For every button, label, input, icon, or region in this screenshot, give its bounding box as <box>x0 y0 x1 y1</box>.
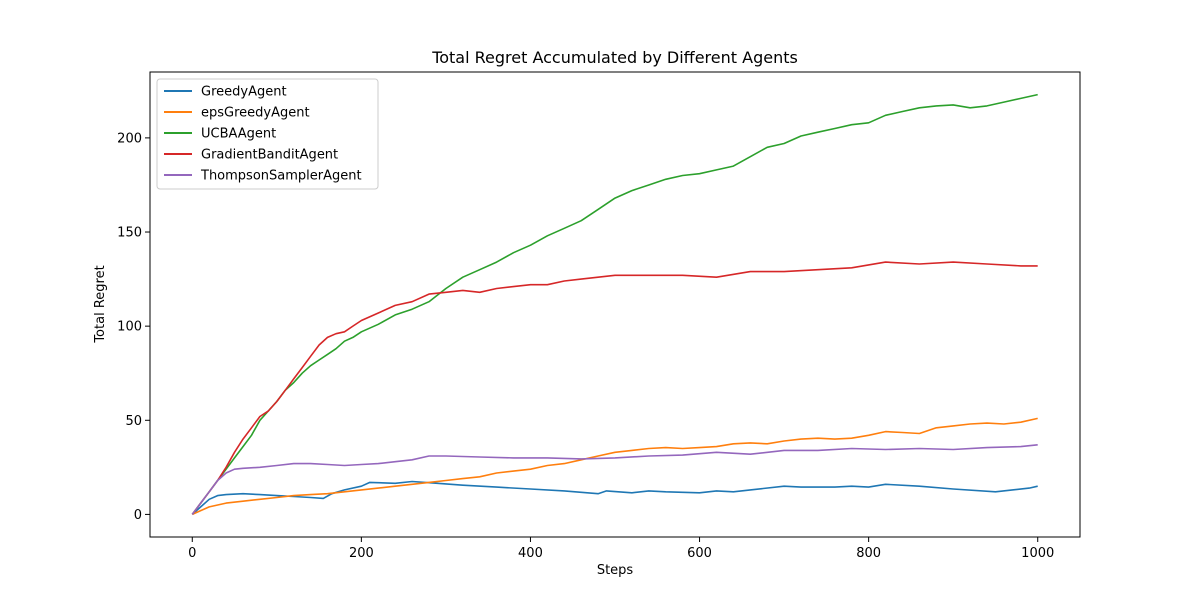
y-axis-label: Total Regret <box>93 265 108 343</box>
plot-area <box>191 93 1038 516</box>
x-tick-label: 1000 <box>1021 546 1054 561</box>
y-axis-ticks: 0 50 100 150 200 <box>117 131 150 523</box>
legend-label: GradientBanditAgent <box>201 148 338 163</box>
y-tick-label: 200 <box>117 131 142 146</box>
chart-title: Total Regret Accumulated by Different Ag… <box>431 48 798 67</box>
legend-label: ThompsonSamplerAgent <box>200 169 362 184</box>
x-tick-label: 800 <box>856 546 881 561</box>
series-line-3 <box>191 261 1038 515</box>
y-tick-label: 0 <box>134 508 142 523</box>
y-tick-label: 150 <box>117 226 142 241</box>
x-tick-label: 200 <box>349 546 374 561</box>
legend: GreedyAgent epsGreedyAgent UCBAAgent Gradie… <box>156 78 379 190</box>
axes-frame <box>149 71 1081 538</box>
legend-label: GreedyAgent <box>201 85 287 100</box>
x-axis-label: Steps <box>597 563 634 578</box>
x-tick-label: 400 <box>518 546 543 561</box>
x-tick-label: 0 <box>188 546 196 561</box>
y-tick-label: 50 <box>125 414 142 429</box>
x-tick-label: 600 <box>687 546 712 561</box>
y-tick-label: 100 <box>117 320 142 335</box>
series-line-0 <box>191 480 1038 515</box>
legend-box <box>156 78 379 190</box>
legend-label: UCBAAgent <box>201 127 276 142</box>
series-line-4 <box>191 444 1038 515</box>
legend-label: epsGreedyAgent <box>201 106 310 121</box>
series-line-1 <box>191 417 1038 516</box>
x-axis-ticks: 0 200 400 600 800 1000 <box>188 537 1054 561</box>
